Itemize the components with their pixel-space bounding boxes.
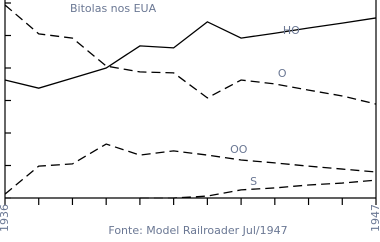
series-label: OO	[230, 143, 248, 156]
series-label: S	[250, 175, 257, 188]
series-label: HO	[283, 24, 300, 37]
x-tick-label: 1947	[369, 204, 380, 232]
series-line	[4, 4, 377, 105]
series-line	[4, 143, 377, 195]
series-line	[4, 17, 377, 89]
series-line	[139, 179, 377, 199]
series-label: O	[278, 67, 287, 80]
chart-title: Bitolas nos EUA	[70, 2, 157, 15]
source-note: Fonte: Model Railroader Jul/1947	[108, 224, 287, 237]
x-tick-label: 1936	[0, 204, 11, 232]
